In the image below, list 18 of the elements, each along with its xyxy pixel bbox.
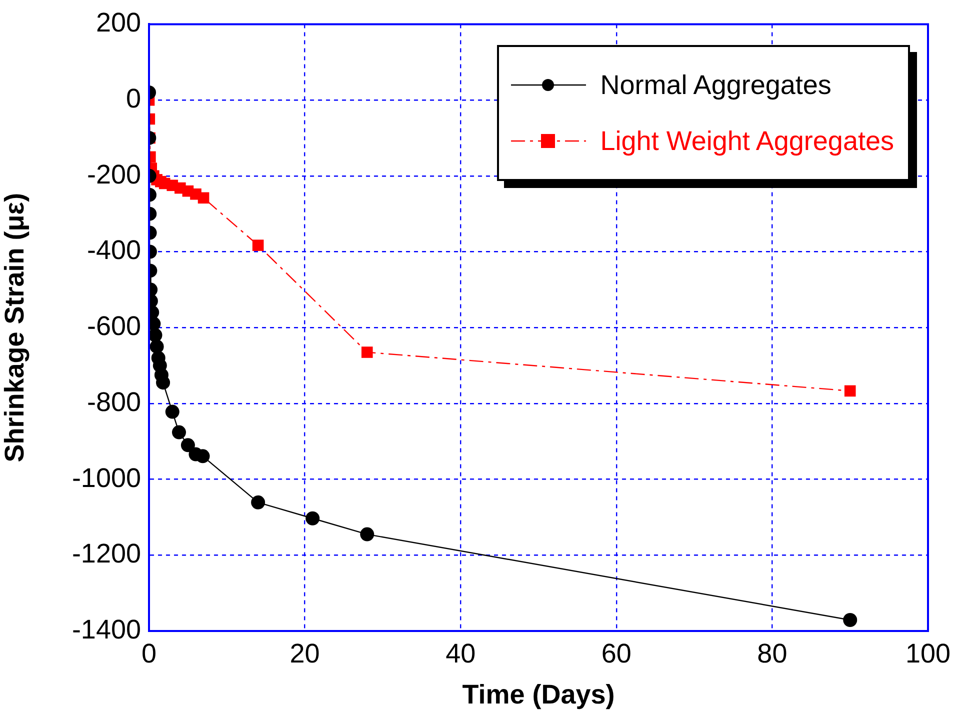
y-axis-title: Shrinkage Strain (με) (0, 192, 30, 462)
x-tick-label: 100 (905, 638, 951, 669)
y-tick-label: -1400 (72, 614, 141, 644)
x-tick-label: 80 (757, 638, 788, 669)
legend-label: Light Weight Aggregates (600, 126, 894, 156)
y-tick-label: -200 (86, 159, 141, 190)
x-axis-title: Time (Days) (462, 679, 615, 710)
y-tick-label: -800 (86, 386, 141, 417)
x-tick-label: 40 (446, 638, 476, 669)
y-tick-label: -600 (86, 311, 141, 342)
y-tick-label: 0 (126, 84, 141, 114)
y-tick-label: -400 (86, 235, 141, 266)
y-tick-label: -1200 (72, 538, 141, 569)
x-tick-label: 60 (601, 638, 632, 669)
legend-label: Normal Aggregates (600, 70, 832, 100)
y-tick-label: -1000 (72, 462, 141, 493)
x-tick-label: 20 (290, 638, 320, 669)
y-tick-label: 200 (96, 8, 141, 38)
